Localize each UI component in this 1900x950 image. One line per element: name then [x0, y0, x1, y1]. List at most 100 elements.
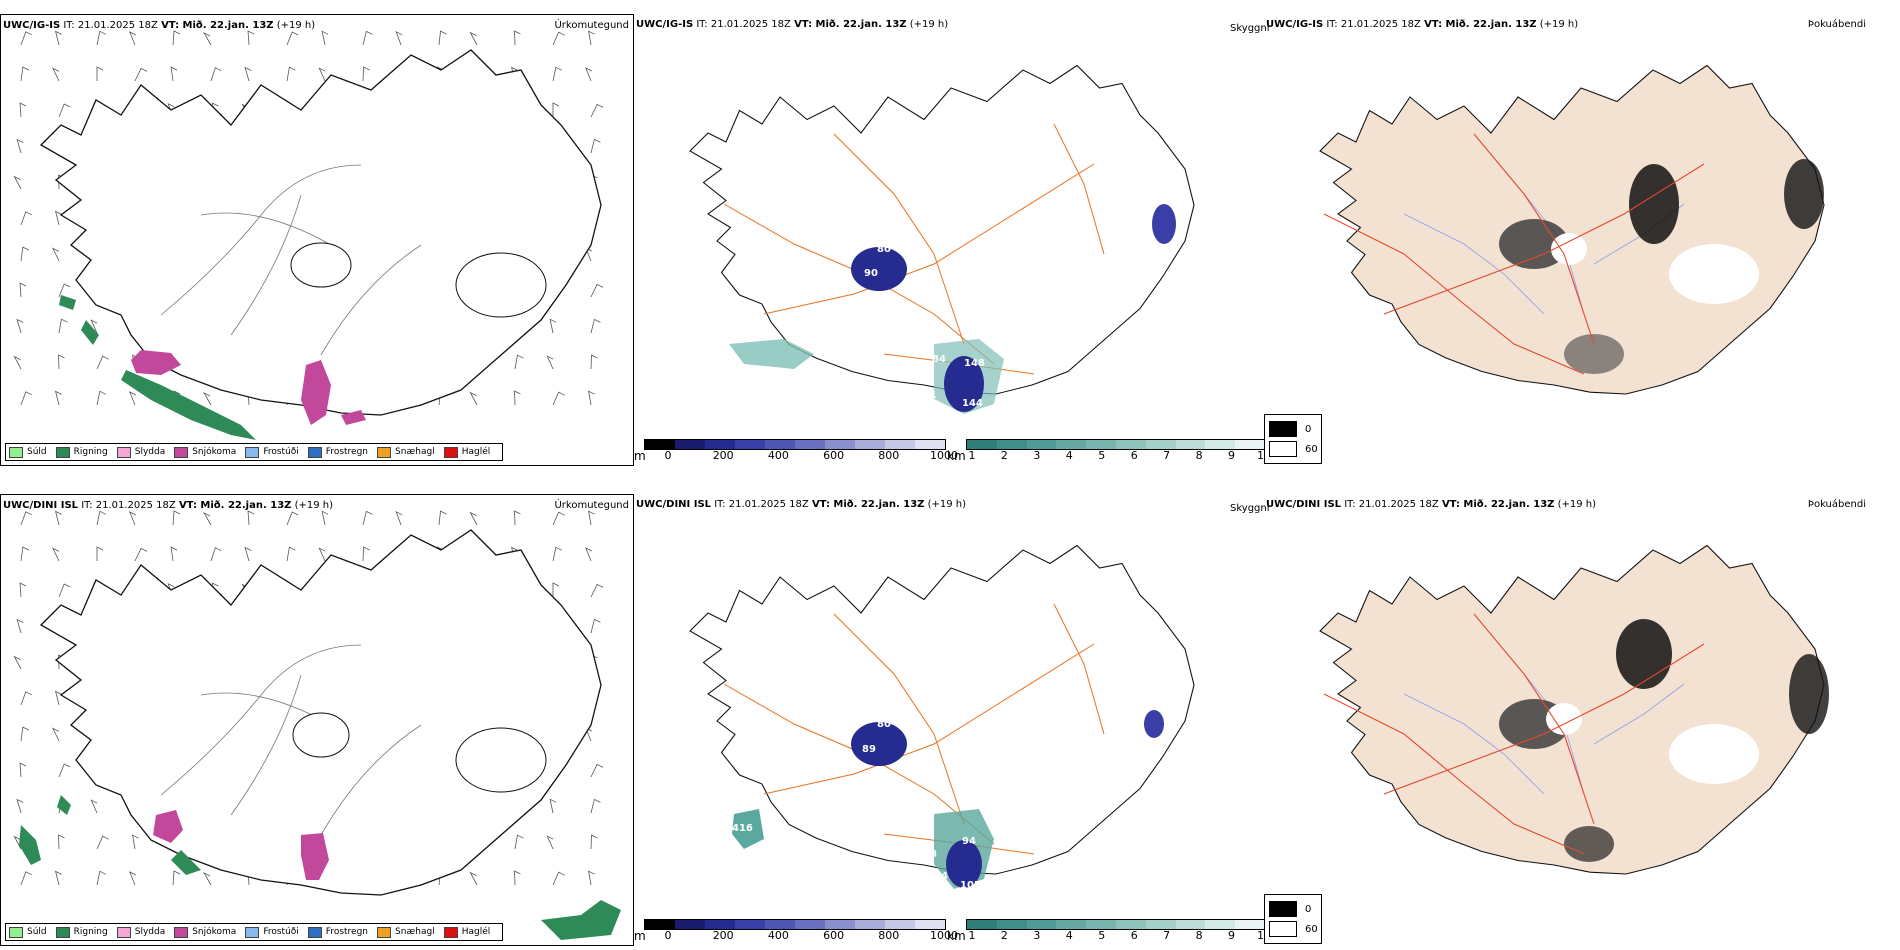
fog-header-row2: UWC/DINI ISL IT: 21.01.2025 18Z VT: Mið.… [1266, 498, 1896, 512]
wind-barb [210, 547, 222, 562]
wind-barb [244, 66, 252, 82]
model-name: UWC/IG-IS [3, 20, 61, 31]
wind-barb [16, 138, 24, 154]
wind-barb [552, 102, 560, 117]
legend-item: Frostúði [245, 926, 299, 938]
legend-item: Súld [9, 446, 47, 458]
vis-header-row1: UWC/IG-IS IT: 21.01.2025 18Z VT: Mið. 22… [636, 18, 1260, 32]
wind-barb [52, 67, 60, 82]
wind-barb [129, 31, 136, 46]
colorbar-segment [1205, 920, 1236, 929]
wind-barb [552, 391, 565, 406]
value-label: 89 [862, 744, 876, 755]
height-colorbar-bar [644, 919, 946, 930]
terrain-lines [160, 644, 422, 836]
legend-label: Haglél [461, 927, 491, 937]
wind-barb [247, 30, 255, 46]
wind-barb [20, 726, 30, 742]
fog-legend-label: 0 [1305, 903, 1312, 915]
colorbar-segment [705, 440, 735, 449]
colorbar-tick: 8 [1195, 929, 1203, 942]
wind-barb [362, 510, 373, 526]
cloud-base-area [946, 840, 982, 888]
fog-area [1564, 826, 1614, 862]
init-time: IT: 21.01.2025 18Z [714, 499, 809, 510]
wind-barb [58, 834, 65, 850]
legend-label: Rigning [73, 927, 108, 937]
wind-barb [58, 763, 71, 778]
wind-barb [19, 102, 27, 118]
colorbar-tick: 400 [767, 929, 789, 942]
wind-barb [20, 391, 32, 406]
precip-header-row2: UWC/DINI ISL IT: 21.01.2025 18Z VT: Mið.… [3, 499, 629, 513]
colorbar-tick: 6 [1130, 929, 1138, 942]
fog-legend-row2: 0 60 [1264, 894, 1322, 944]
wind-barb [469, 511, 478, 526]
init-time: IT: 21.01.2025 18Z [1344, 499, 1439, 510]
colorbar-segment [967, 920, 997, 929]
wind-barb [590, 103, 604, 118]
wind-barb [170, 66, 178, 82]
wind-barb [13, 835, 22, 850]
wind-barb [362, 546, 370, 562]
wind-barb [438, 510, 447, 526]
legend-item: Frostúði [245, 446, 299, 458]
colorbar-tick: 5 [1098, 929, 1106, 942]
wind-barb [129, 511, 136, 526]
vis-panel-row1: UWC/IG-IS IT: 21.01.2025 18Z VT: Mið. 22… [634, 14, 1271, 466]
wind-barb [588, 390, 595, 406]
colorbar-tick: 400 [767, 449, 789, 462]
wind-barb [438, 30, 447, 46]
legend-label: Snjókoma [192, 927, 237, 937]
road-network [1323, 133, 1705, 375]
wind-barb [20, 546, 30, 562]
wind-barb [588, 30, 595, 46]
precip-map-row1 [13, 30, 604, 440]
colorbar-segment [675, 920, 705, 929]
wind-barb [20, 66, 30, 82]
fog-header-row1: UWC/IG-IS IT: 21.01.2025 18Z VT: Mið. 22… [1266, 18, 1896, 32]
wind-barb [58, 103, 71, 118]
valid-time: VT: Mið. 22.jan. 13Z [1441, 499, 1555, 510]
colorbar-tick: 3 [1033, 449, 1041, 462]
colorbar-tick: 6 [1130, 449, 1138, 462]
terrain-lines [160, 164, 422, 356]
value-label: 8 [930, 849, 937, 860]
wind-barb [395, 510, 403, 526]
wind-barb [590, 763, 604, 778]
valid-time: VT: Mið. 22.jan. 13Z [811, 499, 925, 510]
colorbar-tick: 3 [1033, 929, 1041, 942]
value-label: 144 [962, 398, 983, 409]
legend-swatch [116, 926, 131, 938]
lead-time: (+19 h) [1539, 19, 1579, 30]
wind-barb [549, 318, 557, 334]
colorbar-segment [765, 920, 795, 929]
colorbar-segment [705, 920, 735, 929]
fog-legend-item: 0 [1269, 901, 1311, 917]
value-label: 84 [932, 354, 946, 365]
wind-barb [286, 511, 299, 526]
wind-barb [514, 30, 521, 46]
wind-barb [96, 870, 107, 886]
legend-item: Snjókoma [174, 446, 236, 458]
lead-time: (+19 h) [294, 500, 334, 511]
wind-barb [96, 390, 107, 406]
iceland-coastline [689, 64, 1195, 395]
model-name: UWC/DINI ISL [1266, 499, 1342, 510]
wind-barb [590, 583, 604, 598]
rain-area [59, 295, 99, 345]
fog-area [1784, 159, 1824, 229]
wind-barb [58, 318, 68, 334]
wind-barb [132, 834, 139, 850]
cloud-base-area [1144, 710, 1164, 738]
wind-barb [286, 546, 296, 562]
init-time: IT: 21.01.2025 18Z [81, 500, 176, 511]
low-vis-area [729, 339, 814, 369]
wind-barb [590, 318, 601, 334]
vis-header-row2: UWC/DINI ISL IT: 21.01.2025 18Z VT: Mið.… [636, 498, 1260, 512]
rain-area [541, 900, 621, 940]
colorbar-tick: 600 [823, 449, 845, 462]
fog-legend-label: 60 [1305, 443, 1318, 455]
colorbar-segment [996, 440, 1027, 449]
legend-label: Súld [27, 927, 47, 937]
